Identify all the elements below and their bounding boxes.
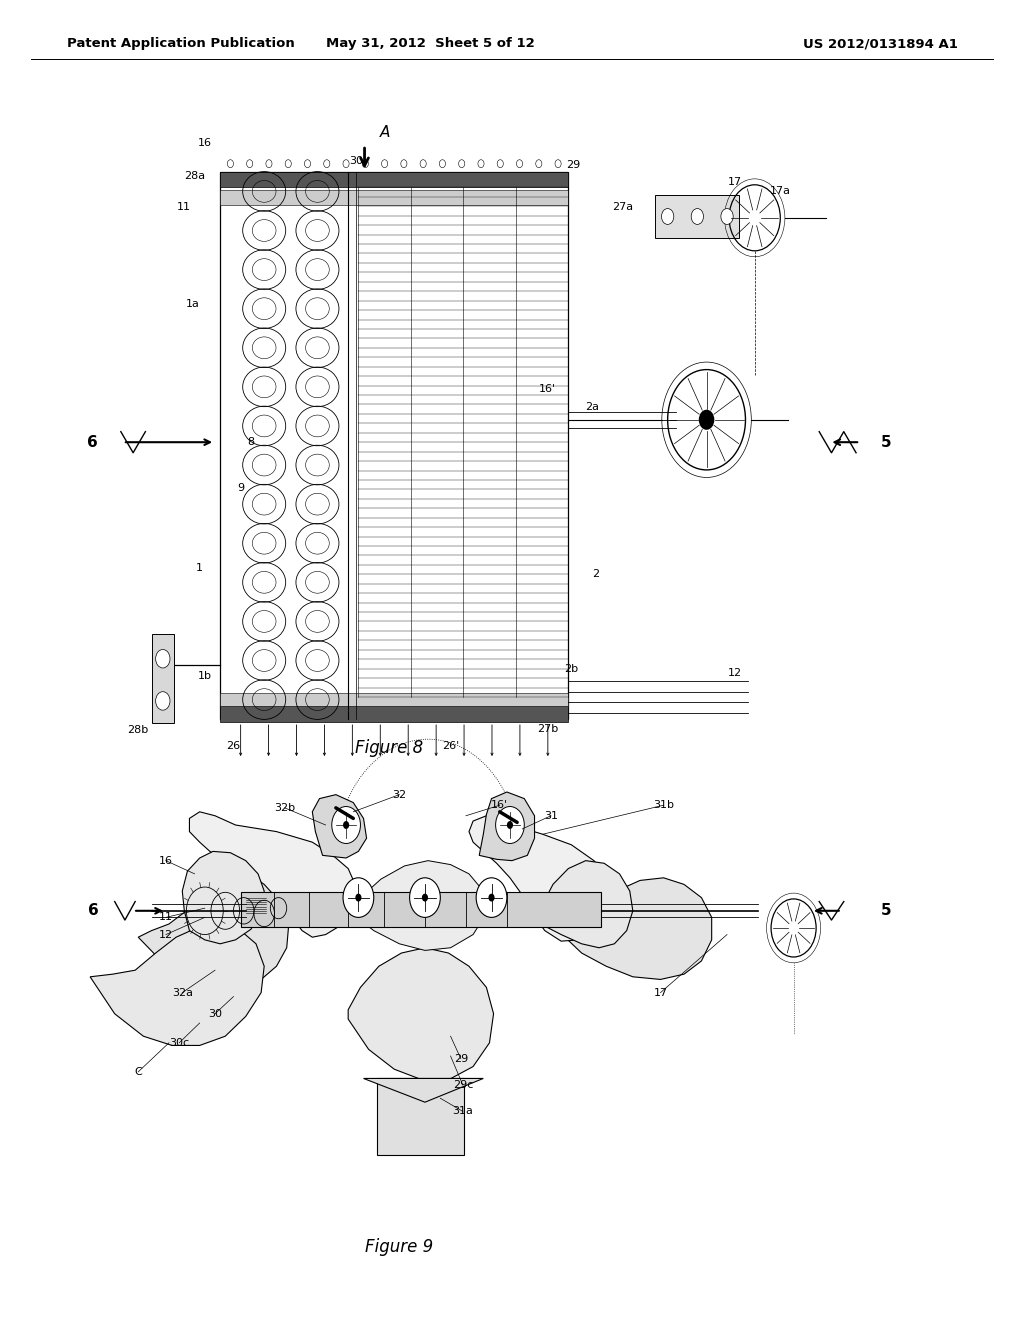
Text: 6: 6 xyxy=(87,434,97,450)
Bar xyxy=(220,172,568,719)
Text: Figure 9: Figure 9 xyxy=(366,1238,433,1257)
Text: 1: 1 xyxy=(197,562,203,573)
Text: 17a: 17a xyxy=(770,186,791,197)
Text: 32: 32 xyxy=(392,789,407,800)
Text: 29: 29 xyxy=(566,160,581,170)
Polygon shape xyxy=(541,861,633,948)
Text: 32b: 32b xyxy=(274,803,295,813)
Polygon shape xyxy=(189,812,356,937)
Bar xyxy=(220,190,568,205)
Circle shape xyxy=(343,821,349,829)
Bar xyxy=(220,706,568,722)
Circle shape xyxy=(691,209,703,224)
Polygon shape xyxy=(348,861,486,950)
Polygon shape xyxy=(364,1078,483,1102)
Text: May 31, 2012  Sheet 5 of 12: May 31, 2012 Sheet 5 of 12 xyxy=(326,37,535,50)
Text: US 2012/0131894 A1: US 2012/0131894 A1 xyxy=(803,37,957,50)
Text: 17: 17 xyxy=(653,987,668,998)
Text: 2a: 2a xyxy=(585,401,599,412)
Text: 16': 16' xyxy=(492,800,508,810)
Polygon shape xyxy=(90,924,264,1045)
Polygon shape xyxy=(348,948,494,1080)
Circle shape xyxy=(343,878,374,917)
Circle shape xyxy=(488,894,495,902)
Bar xyxy=(220,693,568,706)
Text: 11: 11 xyxy=(159,912,173,923)
Bar xyxy=(152,634,174,723)
Text: Patent Application Publication: Patent Application Publication xyxy=(67,37,294,50)
Circle shape xyxy=(156,692,170,710)
Text: 11: 11 xyxy=(177,202,191,213)
Text: 16: 16 xyxy=(198,137,212,148)
Text: 2b: 2b xyxy=(564,664,579,675)
Circle shape xyxy=(156,649,170,668)
Text: 27a: 27a xyxy=(612,202,633,213)
Circle shape xyxy=(496,807,524,843)
Text: 5: 5 xyxy=(881,903,891,919)
Text: 6: 6 xyxy=(88,903,98,919)
Text: 30c: 30c xyxy=(169,1038,189,1048)
Circle shape xyxy=(422,894,428,902)
Circle shape xyxy=(410,878,440,917)
Bar xyxy=(220,172,568,187)
Text: 26': 26' xyxy=(442,741,459,751)
Text: 1b: 1b xyxy=(198,671,212,681)
Text: 29c: 29c xyxy=(453,1080,473,1090)
Text: 2: 2 xyxy=(593,569,599,579)
Polygon shape xyxy=(469,816,614,941)
Text: 32a: 32a xyxy=(172,987,193,998)
Text: 31: 31 xyxy=(544,810,558,821)
Text: 31a: 31a xyxy=(453,1106,473,1117)
Circle shape xyxy=(507,821,513,829)
Text: 28b: 28b xyxy=(128,725,148,735)
Circle shape xyxy=(721,209,733,224)
Circle shape xyxy=(698,409,715,430)
Text: 9: 9 xyxy=(238,483,244,494)
Text: 12: 12 xyxy=(728,668,742,678)
Text: 31b: 31b xyxy=(653,800,674,810)
Text: 16': 16' xyxy=(540,384,556,395)
Polygon shape xyxy=(182,851,264,944)
Polygon shape xyxy=(479,792,535,861)
Text: 1a: 1a xyxy=(185,298,200,309)
Text: 17: 17 xyxy=(728,177,742,187)
Circle shape xyxy=(355,894,361,902)
Polygon shape xyxy=(138,871,289,987)
Text: 8: 8 xyxy=(248,437,254,447)
Bar xyxy=(241,892,601,927)
Text: 16: 16 xyxy=(159,855,173,866)
Text: 30: 30 xyxy=(349,156,364,166)
Circle shape xyxy=(332,807,360,843)
Text: 5: 5 xyxy=(881,434,891,450)
Circle shape xyxy=(662,209,674,224)
Text: 29: 29 xyxy=(454,1053,468,1064)
Text: 27b: 27b xyxy=(538,723,558,734)
Text: 26: 26 xyxy=(226,741,241,751)
Bar xyxy=(377,1078,464,1155)
Text: 30: 30 xyxy=(208,1008,222,1019)
Circle shape xyxy=(476,878,507,917)
Text: 12: 12 xyxy=(159,929,173,940)
Text: C: C xyxy=(134,1067,142,1077)
Text: 28a: 28a xyxy=(184,170,205,181)
Polygon shape xyxy=(558,878,712,979)
Bar xyxy=(655,195,739,238)
Text: Figure 8: Figure 8 xyxy=(355,739,423,758)
Text: A: A xyxy=(380,125,390,140)
Polygon shape xyxy=(312,795,367,858)
